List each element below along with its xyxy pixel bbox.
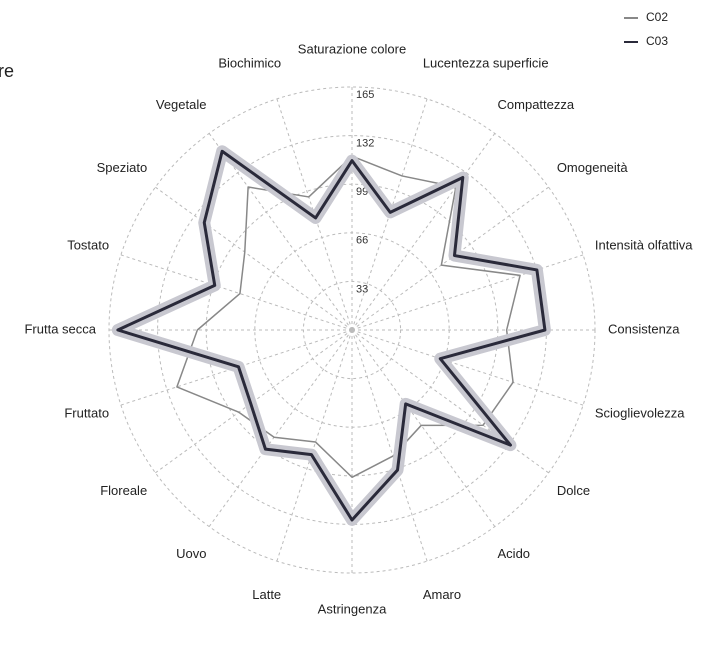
axis-label: Amaro <box>423 587 461 602</box>
series-line <box>176 155 521 479</box>
axis-label: Dolce <box>557 483 590 498</box>
axis-label: Compattezza <box>498 97 575 112</box>
axis-label: Vegetale <box>156 97 207 112</box>
axis-label: Tostato <box>67 237 109 252</box>
spoke <box>351 329 549 474</box>
r-tick-label: 33 <box>356 283 368 295</box>
r-tick-label: 132 <box>356 138 374 150</box>
axis-label: Speziato <box>97 160 148 175</box>
axis-label: Omogeneità <box>557 160 629 175</box>
spoke <box>351 329 584 406</box>
chart-title: re <box>0 61 14 81</box>
axis-label: Saturazione colore <box>298 41 406 56</box>
axis-label: Lucentezza superficie <box>423 56 549 71</box>
axis-label: Consistenza <box>608 321 680 336</box>
spoke <box>351 329 496 527</box>
legend-label: C02 <box>646 10 668 24</box>
spoke <box>276 329 353 562</box>
axis-label: Frutta secca <box>24 321 96 336</box>
r-tick-label: 165 <box>356 89 374 101</box>
legend-label: C03 <box>646 34 668 48</box>
spoke <box>155 186 353 331</box>
axis-label: Biochimico <box>218 56 281 71</box>
axis-label: Scioglievolezza <box>595 405 685 420</box>
series-line <box>116 149 547 522</box>
axis-label: Intensità olfattiva <box>595 237 693 252</box>
axis-label: Fruttato <box>64 405 109 420</box>
spoke <box>351 133 496 331</box>
spoke <box>351 254 584 331</box>
spoke <box>120 254 353 331</box>
axis-label: Acido <box>498 546 531 561</box>
r-tick-label: 66 <box>356 235 368 247</box>
spoke <box>208 329 353 527</box>
spoke <box>351 329 428 562</box>
r-tick-label: 99 <box>356 186 368 198</box>
axis-label: Uovo <box>176 546 206 561</box>
axis-label: Floreale <box>100 483 147 498</box>
axis-label: Latte <box>252 587 281 602</box>
spoke <box>208 133 353 331</box>
axis-label: Astringenza <box>318 601 387 616</box>
